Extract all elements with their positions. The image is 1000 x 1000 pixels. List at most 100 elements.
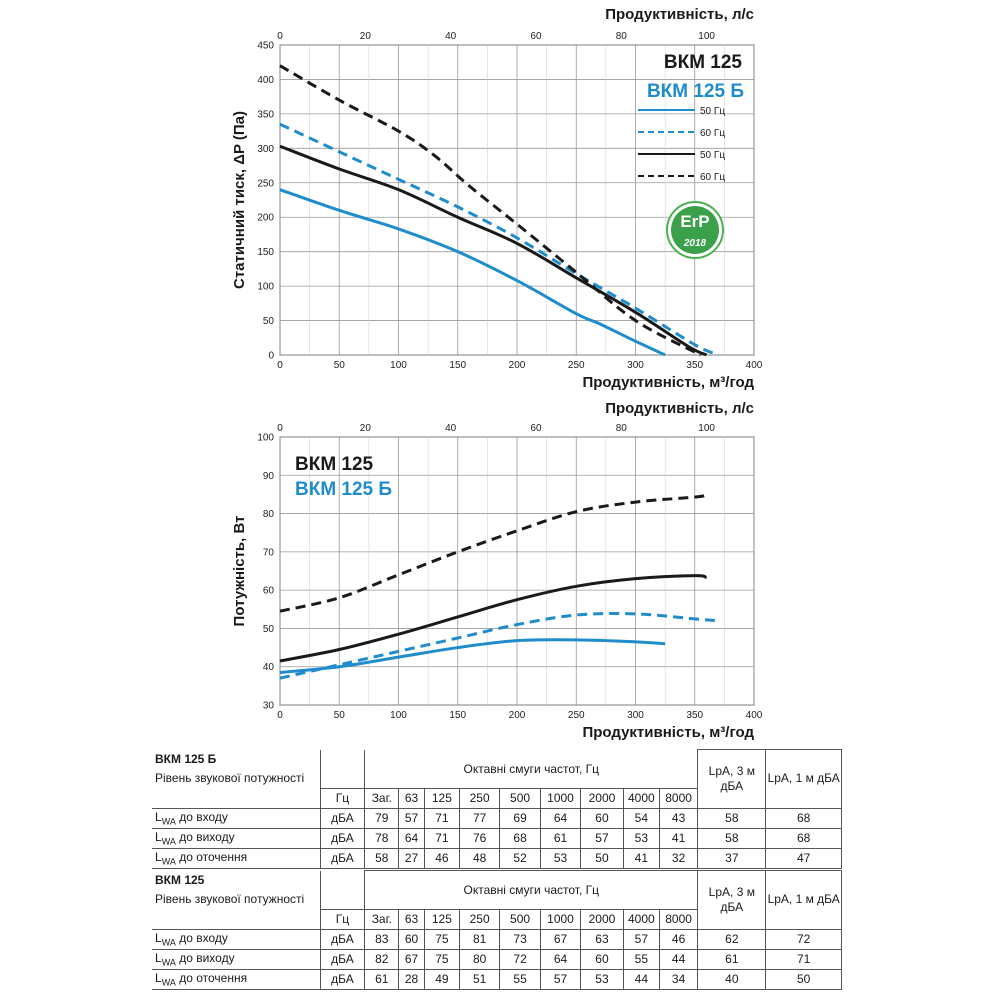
table-cell: 48 bbox=[458, 847, 501, 869]
x-tick-label: 250 bbox=[568, 710, 585, 721]
y-tick-label: 150 bbox=[257, 247, 274, 258]
pressure-chart: 0 50 100 150 200 250 300 350 4000501001502002503… bbox=[231, 6, 763, 391]
x-axis-label: Продуктивність, м³/год bbox=[582, 374, 754, 391]
band-header: 63 bbox=[398, 787, 425, 809]
x2-tick-label: 20 bbox=[360, 423, 372, 434]
y-tick-label: 80 bbox=[263, 509, 275, 520]
series-line bbox=[279, 638, 666, 674]
table-cell: 55 bbox=[499, 968, 541, 990]
y-tick-label: 400 bbox=[257, 75, 274, 86]
x-tick-label: 150 bbox=[449, 710, 466, 721]
model-label: ВКМ 125 bbox=[295, 454, 374, 475]
table-cell: 44 bbox=[658, 948, 699, 970]
y-tick-label: 50 bbox=[263, 316, 275, 327]
band-header: 250 bbox=[458, 787, 501, 809]
band-header: 4000 bbox=[622, 787, 660, 809]
power-chart: 0 50 100 150 200 250 300 350 4003040506070809010… bbox=[231, 400, 763, 741]
band-header: 2000 bbox=[580, 787, 624, 809]
legend-label: 50 Гц bbox=[700, 150, 725, 161]
y-tick-label: 300 bbox=[257, 144, 274, 155]
band-header: 1000 bbox=[539, 787, 582, 809]
table-cell: 71 bbox=[423, 827, 460, 849]
table-cell: 63 bbox=[580, 928, 624, 950]
table-cell: 49 bbox=[423, 968, 460, 990]
x-tick-label: 300 bbox=[627, 710, 644, 721]
x-tick-label: 100 bbox=[390, 360, 407, 371]
table-cell: 76 bbox=[458, 827, 501, 849]
erp-badge-text: ErP bbox=[680, 212, 709, 231]
series-line bbox=[279, 122, 720, 357]
table-cell: 55 bbox=[622, 948, 660, 970]
y-tick-label: 450 bbox=[257, 41, 274, 52]
band-header: 250 bbox=[458, 908, 501, 930]
table-cell: 83 bbox=[364, 928, 400, 950]
table-cell: 46 bbox=[423, 847, 460, 869]
x-tick-label: 50 bbox=[334, 360, 346, 371]
x-tick-label: 100 bbox=[390, 710, 407, 721]
table-cell: 81 bbox=[458, 928, 501, 950]
table-cell: 51 bbox=[458, 968, 501, 990]
table-cell: 69 bbox=[499, 807, 541, 829]
hz-label: Гц bbox=[319, 787, 366, 809]
y-tick-label: 100 bbox=[257, 433, 274, 444]
band-header: 125 bbox=[423, 787, 460, 809]
x-tick-label: 200 bbox=[509, 360, 526, 371]
band-header: 125 bbox=[423, 908, 460, 930]
hz-label: Гц bbox=[319, 908, 366, 930]
legend-label: 60 Гц bbox=[700, 128, 725, 139]
model-label: ВКМ 125 Б bbox=[295, 479, 392, 500]
row-unit: дБА bbox=[319, 968, 366, 990]
table-cell: 54 bbox=[622, 807, 660, 829]
table-cell: 77 bbox=[458, 807, 501, 829]
table-model: ВКМ 125 Б bbox=[152, 749, 321, 769]
table-cell: 53 bbox=[622, 827, 660, 849]
x-tick-label: 300 bbox=[627, 360, 644, 371]
lpa1-value: 68 bbox=[765, 807, 842, 829]
table-cell: 43 bbox=[658, 807, 699, 829]
bands-title: Октавні смуги частот, Гц bbox=[364, 749, 699, 788]
erp-badge bbox=[671, 206, 719, 254]
table-cell: 32 bbox=[658, 847, 699, 869]
erp-badge-year: 2018 bbox=[683, 238, 707, 249]
legend-label: 50 Гц bbox=[700, 106, 725, 117]
x-tick-label: 50 bbox=[334, 710, 346, 721]
x2-tick-label: 60 bbox=[530, 423, 542, 434]
row-label: LWA до виходу bbox=[152, 948, 321, 970]
table-subtitle: Рівень звукової потужності bbox=[152, 889, 321, 909]
table-cell: 68 bbox=[499, 827, 541, 849]
table-cell: 67 bbox=[539, 928, 582, 950]
x2-tick-label: 80 bbox=[616, 31, 628, 42]
table-cell: 41 bbox=[658, 827, 699, 849]
x2-tick-label: 40 bbox=[445, 31, 457, 42]
band-header: 2000 bbox=[580, 908, 624, 930]
x-tick-label: 0 bbox=[277, 710, 283, 721]
table-cell: 75 bbox=[423, 928, 460, 950]
x-tick-label: 350 bbox=[686, 710, 703, 721]
row-unit: дБА bbox=[319, 807, 366, 829]
table-cell: 79 bbox=[364, 807, 400, 829]
lpa3-value: 40 bbox=[697, 968, 767, 990]
table-cell: 52 bbox=[499, 847, 541, 869]
x2-tick-label: 60 bbox=[530, 31, 542, 42]
table-row: LWA до входу дБА 79 57 71 77 69 64 60 54 43 58 68 bbox=[152, 807, 842, 829]
table-cell: 78 bbox=[364, 827, 400, 849]
x2-tick-label: 0 bbox=[277, 31, 283, 42]
x2-tick-label: 40 bbox=[445, 423, 457, 434]
band-header: 63 bbox=[398, 908, 425, 930]
table-cell: 61 bbox=[539, 827, 582, 849]
band-header: 500 bbox=[499, 908, 541, 930]
x-tick-label: 350 bbox=[686, 360, 703, 371]
table-row: LWA до оточення дБА 58 27 46 48 52 53 50 41 32 37 47 bbox=[152, 847, 842, 869]
model-label: ВКМ 125 bbox=[664, 52, 743, 73]
table-cell: 80 bbox=[458, 948, 501, 970]
table-cell: 57 bbox=[539, 968, 582, 990]
x2-axis-label: Продуктивність, л/с bbox=[605, 400, 754, 417]
y-tick-label: 70 bbox=[263, 547, 275, 558]
y-tick-label: 350 bbox=[257, 109, 274, 120]
table-cell: 64 bbox=[539, 948, 582, 970]
row-label: LWA до виходу bbox=[152, 827, 321, 849]
lpa1-value: 72 bbox=[765, 928, 842, 950]
band-header: 1000 bbox=[539, 908, 582, 930]
x2-tick-label: 20 bbox=[360, 31, 372, 42]
table-cell: 82 bbox=[364, 948, 400, 970]
